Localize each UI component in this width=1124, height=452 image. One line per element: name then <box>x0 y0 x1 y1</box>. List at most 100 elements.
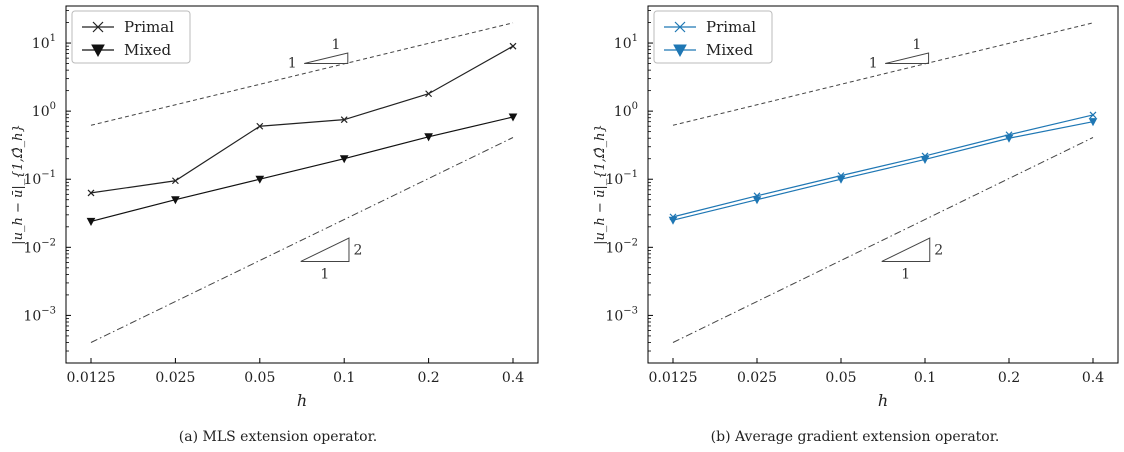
y-tick-base: 10 <box>23 308 41 324</box>
y-tick-exponent: 1 <box>632 33 638 44</box>
slope-rise-label: 2 <box>354 243 363 259</box>
x-tick-label: 0.1 <box>914 370 936 386</box>
series-line <box>672 114 1094 218</box>
slope-run-label: 1 <box>320 266 329 282</box>
legend-entry-mixed: Mixed <box>664 41 753 59</box>
legend-marker <box>674 21 686 33</box>
y-tick-exponent: −2 <box>623 237 638 248</box>
slope-rise-label: 2 <box>934 243 943 259</box>
series-line <box>672 121 1094 221</box>
y-tick-label: 10−1 <box>605 169 638 188</box>
series-mixed <box>86 113 518 226</box>
y-tick-base: 10 <box>23 172 41 188</box>
data-point <box>424 133 433 142</box>
marker-stroke <box>171 177 179 185</box>
y-tick-base: 10 <box>32 36 50 52</box>
marker-stroke <box>340 116 348 124</box>
x-tick-label: 0.05 <box>244 370 275 386</box>
data-point <box>171 196 180 205</box>
y-tick-base: 10 <box>614 104 632 120</box>
data-point <box>171 177 179 185</box>
y-tick-exponent: −2 <box>41 237 56 248</box>
y-tick-base: 10 <box>605 240 623 256</box>
slope-triangle-order-1: 11 <box>288 37 349 72</box>
data-point <box>255 175 265 184</box>
legend-marker <box>92 21 104 33</box>
data-point <box>425 90 433 98</box>
x-tick-label: 0.2 <box>998 370 1020 386</box>
y-tick-base: 10 <box>605 308 623 324</box>
data-point <box>1088 118 1098 127</box>
legend-label: Primal <box>124 18 174 36</box>
x-tick-label: 0.1 <box>333 370 355 386</box>
y-tick-base: 10 <box>32 104 50 120</box>
slope-triangle-order-2: 12 <box>300 237 363 282</box>
figure-caption: (a) MLS extension operator. <box>179 429 377 445</box>
slope-triangle <box>304 52 349 65</box>
data-point <box>86 217 96 226</box>
legend: Primal Mixed <box>71 10 191 64</box>
x-axis-label: h <box>297 391 307 410</box>
data-point <box>1004 134 1014 143</box>
chart-panel-a: 0.0125 0.025 0.05 0.1 0.2 0.410−310−210−11001… <box>11 5 539 445</box>
series-primal <box>669 111 1097 221</box>
y-tick-label: 10−2 <box>605 237 638 256</box>
legend: Primal Mixed <box>653 10 773 64</box>
legend-entry-primal: Primal <box>82 18 174 36</box>
series-mixed <box>668 118 1098 225</box>
x-tick-label: 0.4 <box>502 370 524 386</box>
y-tick-label: 10−2 <box>23 237 56 256</box>
slope-triangle <box>300 237 350 262</box>
y-tick-base: 10 <box>23 240 41 256</box>
series-line <box>90 116 514 223</box>
x-tick-label: 0.025 <box>737 370 777 386</box>
marker-stroke <box>87 189 95 197</box>
legend-entry-mixed: Mixed <box>82 41 171 59</box>
y-tick-exponent: 1 <box>50 33 56 44</box>
y-tick-label: 10−1 <box>23 169 56 188</box>
data-point <box>508 113 518 122</box>
chart-panel-b: 0.0125 0.025 0.05 0.1 0.2 0.410−310−210−11001… <box>593 5 1119 445</box>
y-tick-exponent: −1 <box>41 169 56 180</box>
y-tick-label: 100 <box>614 101 638 120</box>
y-tick-base: 10 <box>614 36 632 52</box>
legend-label: Primal <box>706 18 756 36</box>
y-tick-label: 101 <box>614 33 638 52</box>
reference-line-order-2 <box>90 137 514 343</box>
slope-triangle <box>885 52 930 65</box>
y-tick-exponent: 0 <box>632 101 638 112</box>
data-point <box>87 189 95 197</box>
data-point <box>339 155 349 164</box>
data-point <box>836 175 846 184</box>
data-point <box>752 196 762 205</box>
marker-stroke <box>509 42 517 50</box>
y-axis-label: |u_h − ū|_{1,Ω̂_h} <box>593 124 608 245</box>
y-tick-label: 10−3 <box>605 305 638 324</box>
slope-triangle <box>881 237 931 262</box>
slope-rise-label: 1 <box>912 37 921 53</box>
reference-line-order-1 <box>90 22 514 126</box>
y-tick-exponent: −3 <box>623 305 638 316</box>
y-tick-exponent: 0 <box>50 101 56 112</box>
legend-marker <box>91 44 105 58</box>
x-tick-label: 0.05 <box>825 370 856 386</box>
slope-run-label: 1 <box>869 56 878 72</box>
slope-run-label: 1 <box>288 56 297 72</box>
data-point <box>256 122 264 130</box>
slope-triangle-order-2: 12 <box>881 237 943 282</box>
legend-label: Mixed <box>706 41 753 59</box>
legend-marker <box>673 44 687 58</box>
reference-line-order-2 <box>672 137 1094 343</box>
figure-caption: (b) Average gradient extension operator. <box>711 429 1000 445</box>
x-tick-label: 0.0125 <box>67 370 116 386</box>
reference-line-order-1 <box>672 22 1094 126</box>
y-axis-label: |u_h − ū|_{1,Ω̂_h} <box>11 124 26 245</box>
y-tick-label: 101 <box>32 33 56 52</box>
y-tick-label: 100 <box>32 101 56 120</box>
x-tick-label: 0.0125 <box>649 370 698 386</box>
marker-stroke <box>256 122 264 130</box>
axes-frame <box>65 5 539 364</box>
data-point <box>668 216 678 225</box>
slope-triangle-order-1: 11 <box>869 37 930 72</box>
